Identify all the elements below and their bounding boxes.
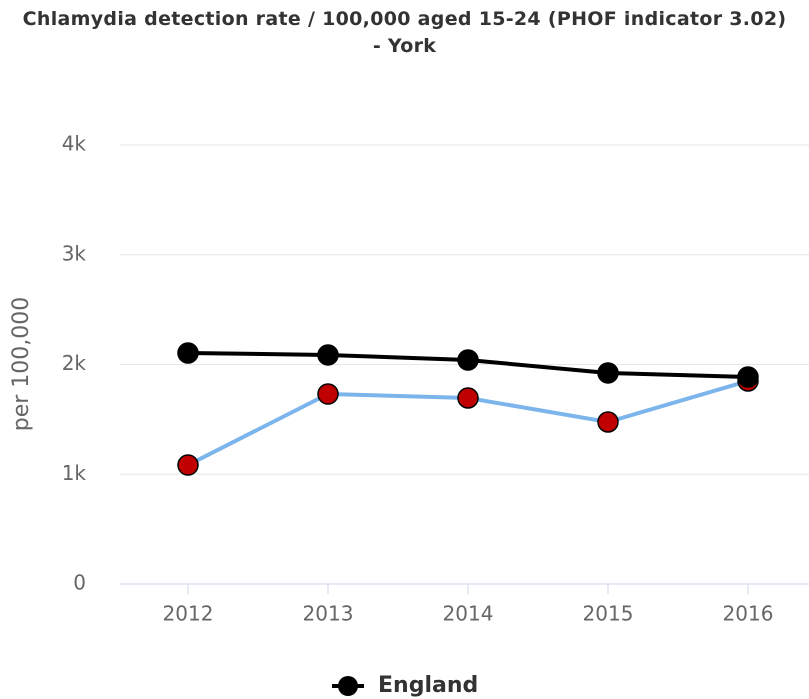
data-point xyxy=(737,366,759,388)
data-point xyxy=(597,411,619,433)
y-tick-label: 4k xyxy=(62,132,87,156)
chart-title: Chlamydia detection rate / 100,000 aged … xyxy=(22,8,787,57)
data-point xyxy=(317,344,339,366)
x-tick-label: 2014 xyxy=(443,602,494,626)
y-tick-label: 0 xyxy=(73,571,86,595)
data-point xyxy=(177,342,199,364)
data-point xyxy=(177,454,199,476)
data-point xyxy=(457,349,479,371)
y-tick-label: 2k xyxy=(62,351,87,375)
y-axis-label: per 100,000 xyxy=(9,297,34,432)
legend-label: England xyxy=(378,673,478,698)
x-tick-label: 2012 xyxy=(163,602,214,626)
data-point xyxy=(317,383,339,405)
legend-marker xyxy=(338,676,358,696)
x-tick-label: 2015 xyxy=(583,602,634,626)
x-tick-label: 2016 xyxy=(723,602,774,626)
y-tick-label: 1k xyxy=(62,461,87,485)
x-tick-label: 2013 xyxy=(303,602,354,626)
y-tick-label: 3k xyxy=(62,241,87,265)
data-point xyxy=(457,387,479,409)
data-point xyxy=(597,362,619,384)
